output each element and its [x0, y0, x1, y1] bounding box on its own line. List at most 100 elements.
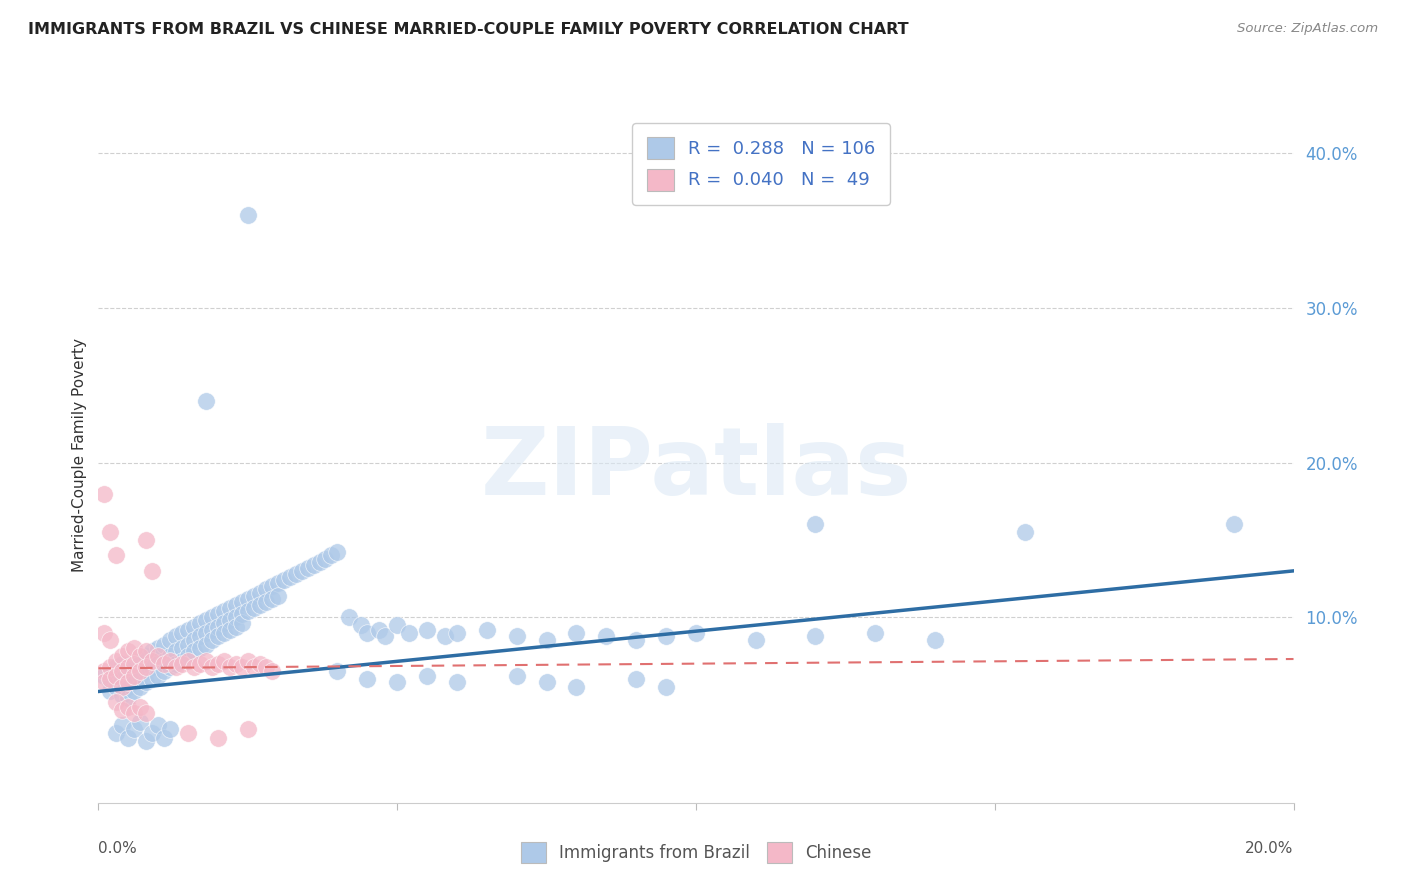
Point	[111, 665, 134, 679]
Point	[475, 623, 498, 637]
Point	[207, 629, 229, 643]
Point	[100, 633, 122, 648]
Point	[129, 669, 152, 683]
Point	[124, 641, 146, 656]
Point	[117, 700, 139, 714]
Point	[267, 589, 290, 603]
Point	[804, 517, 827, 532]
Text: IMMIGRANTS FROM BRAZIL VS CHINESE MARRIED-COUPLE FAMILY POVERTY CORRELATION CHAR: IMMIGRANTS FROM BRAZIL VS CHINESE MARRIE…	[28, 22, 908, 37]
Point	[195, 613, 218, 627]
Point	[249, 657, 271, 671]
Point	[111, 672, 134, 686]
Point	[172, 625, 194, 640]
Point	[153, 731, 176, 745]
Point	[506, 629, 529, 643]
Point	[111, 688, 134, 702]
Point	[278, 570, 301, 584]
Point	[434, 629, 457, 643]
Point	[315, 551, 337, 566]
Point	[236, 604, 259, 618]
Point	[231, 595, 253, 609]
Point	[172, 641, 194, 656]
Point	[129, 665, 152, 679]
Point	[159, 654, 181, 668]
Point	[124, 684, 146, 698]
Point	[212, 604, 235, 618]
Point	[135, 533, 157, 547]
Point	[356, 625, 378, 640]
Point	[93, 669, 115, 683]
Point	[195, 638, 218, 652]
Point	[135, 665, 157, 679]
Point	[141, 644, 163, 658]
Point	[267, 576, 290, 591]
Point	[249, 585, 271, 599]
Point	[111, 718, 134, 732]
Point	[236, 208, 259, 222]
Point	[745, 633, 768, 648]
Point	[207, 731, 229, 745]
Point	[111, 648, 134, 663]
Point	[165, 644, 187, 658]
Point	[195, 393, 218, 408]
Point	[172, 654, 194, 668]
Point	[124, 722, 146, 736]
Point	[135, 675, 157, 690]
Point	[446, 625, 468, 640]
Point	[243, 589, 266, 603]
Point	[685, 625, 707, 640]
Point	[183, 633, 205, 648]
Point	[219, 613, 242, 627]
Point	[93, 675, 115, 690]
Point	[225, 657, 247, 671]
Point	[350, 618, 373, 632]
Point	[219, 601, 242, 615]
Point	[117, 644, 139, 658]
Point	[148, 648, 170, 663]
Point	[124, 669, 146, 683]
Point	[321, 549, 343, 563]
Point	[254, 659, 277, 673]
Point	[93, 665, 115, 679]
Point	[141, 672, 163, 686]
Point	[117, 665, 139, 679]
Point	[177, 638, 200, 652]
Point	[236, 722, 259, 736]
Point	[356, 672, 378, 686]
Point	[243, 601, 266, 615]
Point	[111, 703, 134, 717]
Point	[201, 623, 224, 637]
Point	[124, 657, 146, 671]
Point	[124, 706, 146, 720]
Point	[308, 555, 330, 569]
Point	[339, 610, 360, 624]
Point	[177, 648, 200, 663]
Point	[236, 654, 259, 668]
Text: 0.0%: 0.0%	[98, 841, 138, 856]
Point	[1223, 517, 1246, 532]
Point	[284, 566, 307, 581]
Point	[595, 629, 617, 643]
Point	[626, 633, 648, 648]
Point	[655, 629, 678, 643]
Point	[100, 675, 122, 690]
Point	[225, 598, 247, 612]
Point	[141, 659, 163, 673]
Point	[129, 700, 152, 714]
Y-axis label: Married-Couple Family Poverty: Married-Couple Family Poverty	[72, 338, 87, 572]
Point	[260, 591, 283, 606]
Point	[804, 629, 827, 643]
Point	[536, 633, 558, 648]
Point	[117, 675, 139, 690]
Point	[326, 665, 349, 679]
Point	[188, 629, 211, 643]
Point	[416, 623, 439, 637]
Point	[249, 598, 271, 612]
Point	[129, 715, 152, 730]
Point	[159, 633, 181, 648]
Point	[135, 659, 157, 673]
Point	[212, 616, 235, 631]
Point	[398, 625, 420, 640]
Point	[260, 579, 283, 593]
Point	[212, 625, 235, 640]
